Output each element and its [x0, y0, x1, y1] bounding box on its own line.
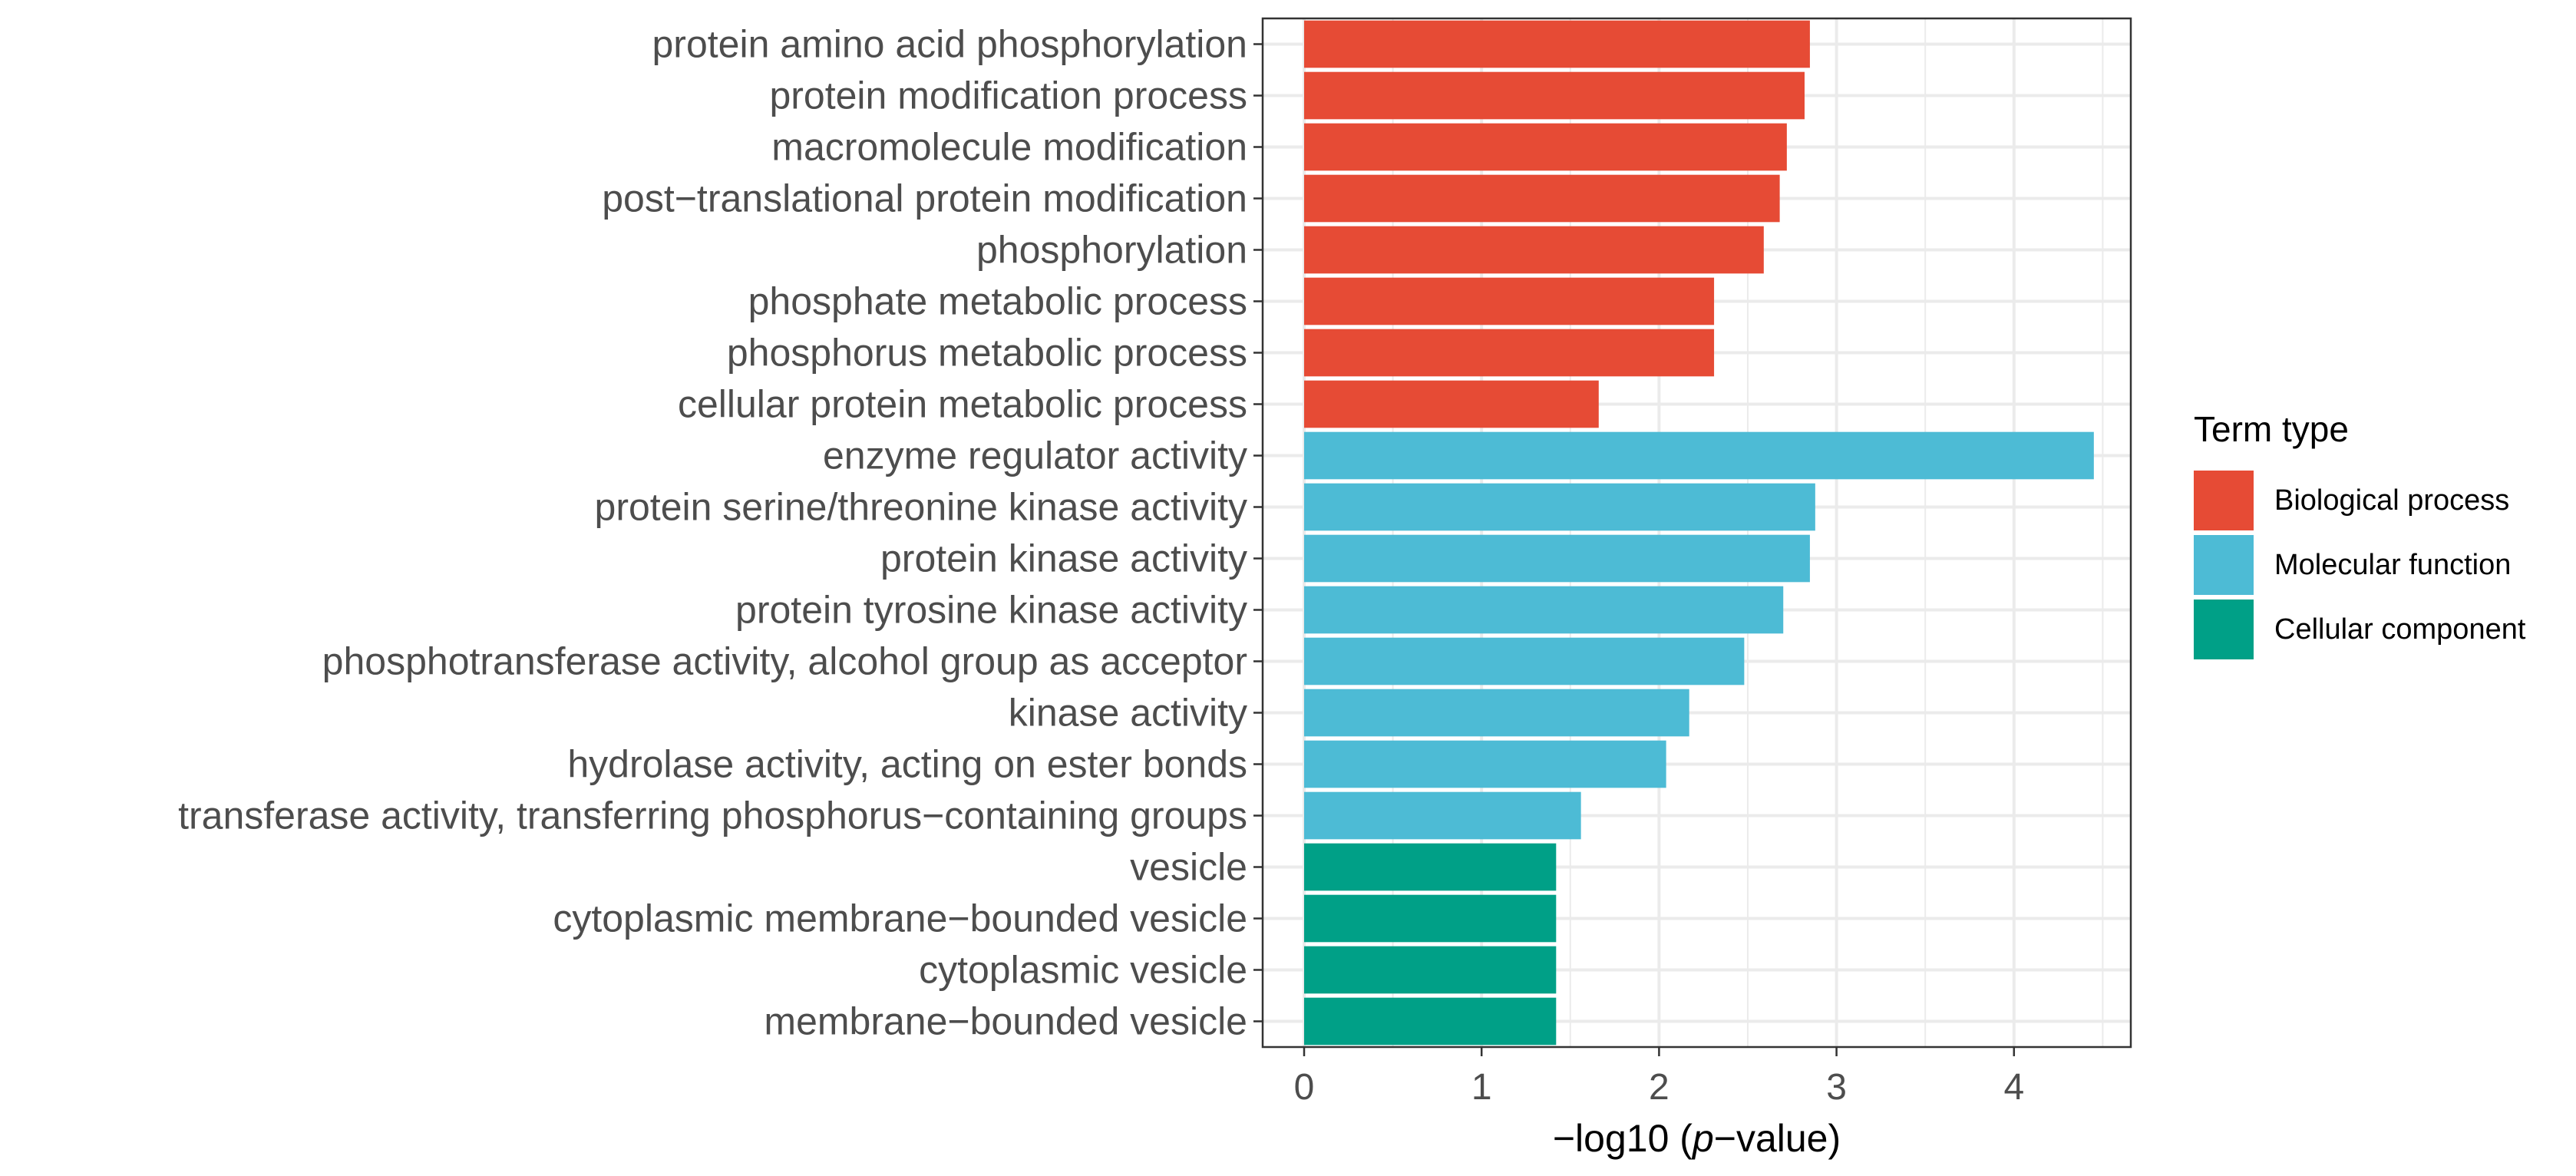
bar [1304, 997, 1557, 1046]
category-label: hydrolase activity, acting on ester bond… [567, 743, 1247, 786]
bar [1304, 71, 1805, 120]
bar [1304, 380, 1599, 428]
category-label: phosphate metabolic process [748, 280, 1247, 323]
bar [1304, 894, 1557, 943]
bar [1304, 740, 1666, 788]
bar [1304, 483, 1815, 531]
category-axis: protein amino acid phosphorylation protei… [178, 23, 1263, 1043]
bar [1304, 329, 1715, 377]
category-label: transferase activity, transferring phosp… [178, 794, 1247, 837]
category-label: membrane−bounded vesicle [764, 1000, 1247, 1043]
value-tick-label: 0 [1294, 1067, 1315, 1108]
x-axis-title-suffix: −value) [1714, 1117, 1841, 1160]
legend-key [2194, 535, 2254, 595]
category-label: phosphorylation [976, 229, 1247, 272]
bar [1304, 277, 1715, 325]
category-label: macromolecule modification [771, 126, 1247, 169]
bars [1304, 20, 2094, 1046]
category-label: protein modification process [769, 74, 1247, 117]
category-label: protein tyrosine kinase activity [735, 589, 1247, 632]
legend-label: Cellular component [2274, 613, 2526, 646]
value-tick-label: 4 [2003, 1067, 2024, 1108]
legend-label: Molecular function [2274, 549, 2511, 581]
category-label: phosphorus metabolic process [727, 332, 1247, 375]
category-label: cellular protein metabolic process [678, 383, 1247, 426]
legend-key [2194, 471, 2254, 530]
category-label: post−translational protein modification [602, 177, 1247, 220]
bar [1304, 431, 2094, 480]
bar [1304, 174, 1780, 223]
value-axis: 0 1 2 3 4 [1294, 1047, 2024, 1108]
x-axis-title-p: p [1691, 1117, 1714, 1160]
x-axis-title-prefix: −log10 ( [1553, 1117, 1693, 1160]
x-axis-title: −log10 (p−value) [1553, 1117, 1841, 1160]
category-label: cytoplasmic vesicle [919, 949, 1247, 992]
bar [1304, 20, 1810, 68]
bar [1304, 946, 1557, 994]
legend-label: Biological process [2274, 484, 2509, 517]
category-label: protein kinase activity [880, 537, 1247, 580]
category-label: protein amino acid phosphorylation [652, 23, 1248, 66]
category-label: protein serine/threonine kinase activity [595, 486, 1247, 529]
legend: Term type Biological process Molecular fu… [2194, 409, 2526, 659]
bar [1304, 534, 1810, 583]
bar [1304, 226, 1764, 274]
category-label: cytoplasmic membrane−bounded vesicle [553, 897, 1247, 940]
category-label: phosphotransferase activity, alcohol gro… [322, 640, 1247, 683]
legend-key [2194, 600, 2254, 659]
bar [1304, 843, 1557, 891]
category-label: kinase activity [1009, 692, 1247, 735]
bar [1304, 637, 1745, 685]
category-label: enzyme regulator activity [823, 434, 1247, 477]
legend-title: Term type [2194, 409, 2349, 449]
panel-border [1261, 17, 2132, 1049]
value-tick-label: 3 [1826, 1067, 1847, 1108]
bar [1304, 791, 1581, 840]
bar [1304, 689, 1689, 737]
bar [1304, 586, 1784, 634]
category-label: vesicle [1130, 846, 1247, 889]
bar [1304, 123, 1787, 171]
value-tick-label: 2 [1649, 1067, 1669, 1108]
value-tick-label: 1 [1471, 1067, 1492, 1108]
